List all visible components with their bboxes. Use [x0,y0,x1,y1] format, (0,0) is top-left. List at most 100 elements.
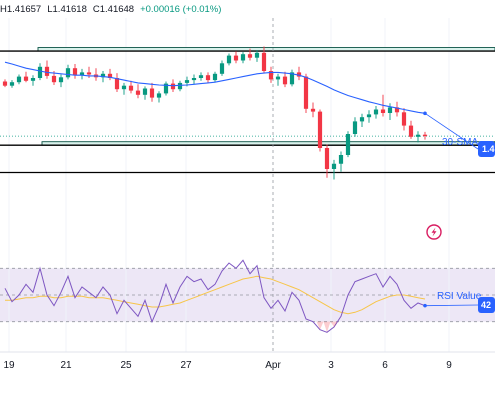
candle-20 [142,86,148,100]
x-tick-2: 25 [120,360,132,371]
candle-body [128,85,134,91]
candle-body [30,78,36,81]
candle-56 [394,101,400,117]
candle-8 [58,74,64,88]
candle-body [317,111,323,148]
lightning-logo-icon[interactable] [426,224,442,240]
candle-32 [226,53,232,66]
candle-52 [366,110,372,123]
rsi-value-badge [478,297,495,313]
close-value: 1.41648 [99,4,135,15]
candle-body [261,52,267,71]
candle-42 [296,66,302,81]
candle-body [380,109,386,113]
low-value: 1.41618 [52,4,87,15]
candle-body [212,73,218,81]
candle-body [37,66,43,78]
rsi-value-badge-text: 42 [481,300,491,310]
candle-body [51,75,57,83]
sma-label-dot [423,111,427,116]
horizontal-levels [0,50,495,174]
rsi-label-pointer [424,304,479,307]
candle-44 [310,102,316,118]
candle-33 [233,51,239,64]
candle-13 [93,68,99,81]
candle-body [100,73,106,78]
candle-body [72,68,78,76]
candle-body [65,68,71,78]
candle-body [219,63,225,74]
candle-6 [44,60,50,79]
low-label: L [47,4,53,15]
candle-41 [289,69,295,87]
candle-29 [205,72,211,83]
candle-43 [303,73,309,113]
candle-body [296,72,302,77]
candle-40 [282,71,288,88]
candle-body [156,93,162,98]
x-tick-3: 27 [180,360,192,371]
candle-body [373,109,379,115]
sma-value-badge [478,141,495,157]
candle-2 [16,74,22,85]
candlesticks [2,46,428,180]
ohlc-header: H1.41657 L1.41618 C1.41648 +0.00016 (+0.01%… [0,4,221,15]
candle-body [408,125,414,137]
candle-body [247,54,253,58]
sma-value-badge-text: 1.4 [482,144,495,154]
candle-48 [338,151,344,172]
candle-body [121,85,127,90]
candle-body [282,76,288,85]
candle-49 [345,131,351,158]
sma-line [4,61,426,114]
candle-body [422,134,428,137]
candle-39 [275,73,281,86]
candle-body [163,83,169,94]
candle-11 [79,68,85,80]
x-tick-4: Apr [265,360,281,371]
candle-body [394,107,400,113]
candle-body [198,75,204,78]
x-tick-6: 6 [382,360,388,371]
candle-body [268,71,274,80]
candle-15 [107,68,113,81]
candle-23 [163,81,169,96]
candle-body [387,107,393,113]
x-tick-5: 3 [328,360,334,371]
candle-59 [415,131,421,143]
candle-body [303,76,309,109]
candle-body [149,88,155,98]
candle-36 [254,50,260,62]
candle-38 [268,66,274,83]
candle-53 [373,106,379,119]
candle-body [114,78,120,90]
candle-body [79,72,85,76]
candle-body [170,83,176,90]
candle-60 [422,131,428,140]
candle-body [58,77,64,83]
candle-3 [23,71,29,83]
candle-22 [156,91,162,103]
candle-19 [135,84,141,99]
candle-body [275,76,281,80]
candle-body [191,78,197,81]
candle-body [16,76,22,83]
candle-55 [387,103,393,120]
candle-18 [128,80,134,94]
candle-57 [401,108,407,131]
rsi-label-dot [423,303,427,308]
candle-body [366,114,372,118]
candle-10 [72,64,78,79]
x-tick-0: 19 [3,360,15,371]
candle-body [177,82,183,90]
close-label: C [92,4,100,15]
candle-body [184,80,190,83]
time-axis: 19 21 25 27 Apr 3 6 9 [3,360,452,371]
candle-16 [114,73,120,92]
rsi-oversold-fill [316,321,338,333]
sma-label-pointer [424,113,479,150]
candle-body [9,82,15,86]
candle-17 [121,82,127,95]
candle-body [44,66,50,76]
